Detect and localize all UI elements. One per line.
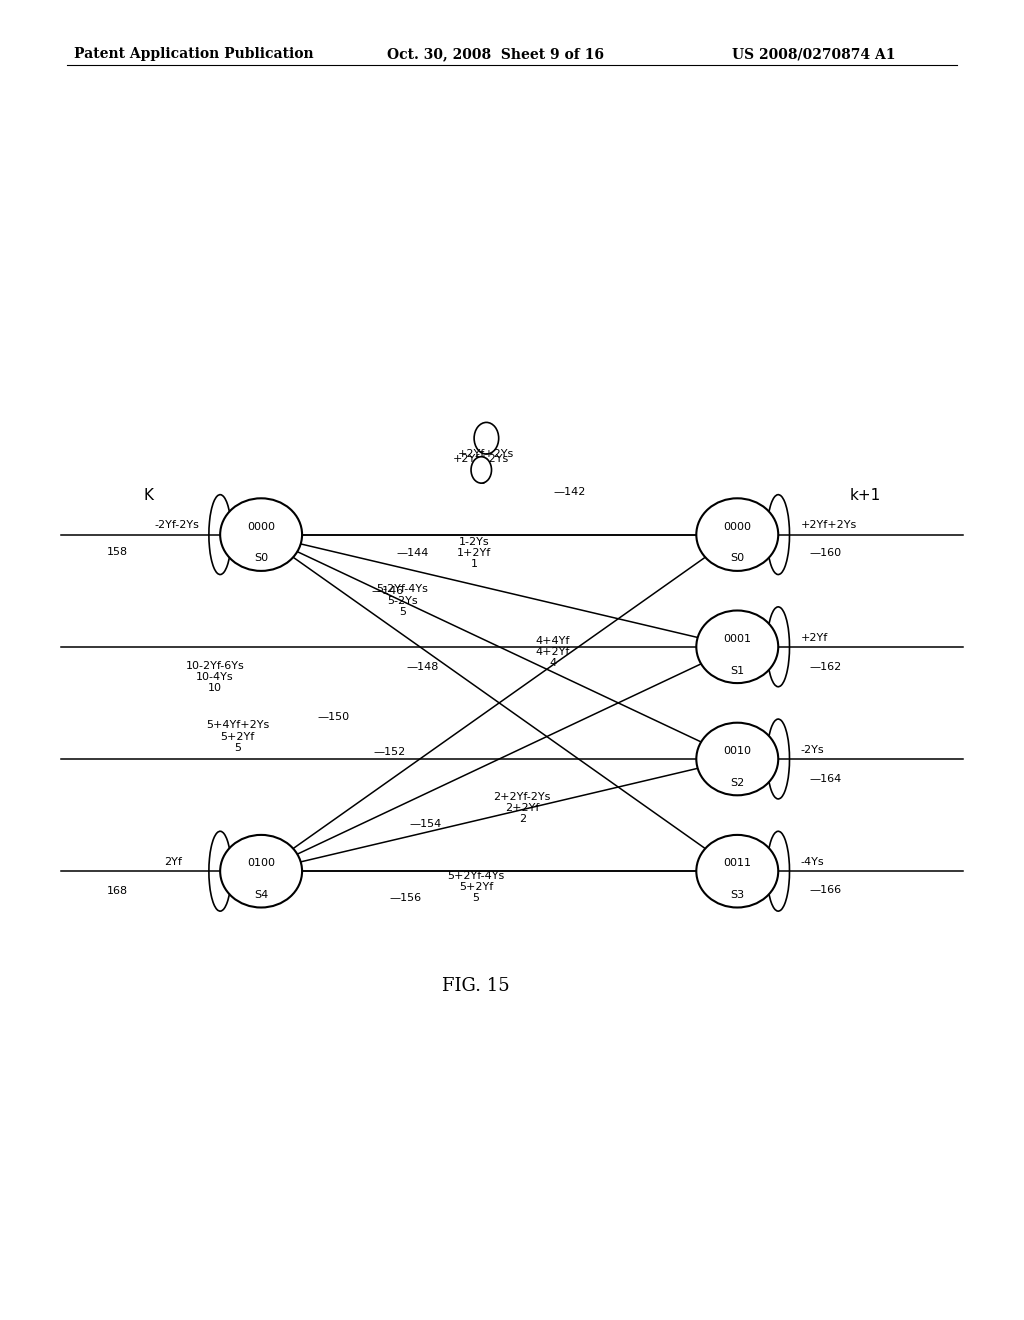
Text: S0: S0 <box>730 553 744 564</box>
Text: —142: —142 <box>553 487 586 498</box>
Ellipse shape <box>220 499 302 572</box>
Text: 0000: 0000 <box>247 521 275 532</box>
Text: —160: —160 <box>809 548 841 558</box>
Text: —152: —152 <box>374 747 406 758</box>
Text: —146: —146 <box>372 586 403 597</box>
Text: 1-2Ys
1+2Yf
1: 1-2Ys 1+2Yf 1 <box>457 537 492 569</box>
Ellipse shape <box>696 610 778 682</box>
Text: S4: S4 <box>254 890 268 900</box>
Text: —148: —148 <box>407 661 439 672</box>
Text: S1: S1 <box>730 665 744 676</box>
Text: 5+2Yf-4Ys
5+2Yf
5: 5+2Yf-4Ys 5+2Yf 5 <box>447 871 505 903</box>
Text: K: K <box>143 487 154 503</box>
Text: 0000: 0000 <box>723 521 752 532</box>
Text: —154: —154 <box>410 818 441 829</box>
Text: 0100: 0100 <box>247 858 275 869</box>
Text: +2Yf: +2Yf <box>801 632 828 643</box>
Text: —166: —166 <box>809 884 841 895</box>
Text: —164: —164 <box>809 774 841 784</box>
Text: S2: S2 <box>730 777 744 788</box>
Text: +2Yf+2Ys: +2Yf+2Ys <box>801 520 857 531</box>
Text: US 2008/0270874 A1: US 2008/0270874 A1 <box>732 48 896 61</box>
Text: 0011: 0011 <box>723 858 752 869</box>
Text: FIG. 15: FIG. 15 <box>442 977 510 995</box>
Text: +2Yf+2Ys: +2Yf+2Ys <box>459 449 514 459</box>
Text: S3: S3 <box>730 890 744 900</box>
Text: 4+4Yf
4+2Yf
4: 4+4Yf 4+2Yf 4 <box>536 636 570 668</box>
Text: 10-2Yf-6Ys
10-4Ys
10: 10-2Yf-6Ys 10-4Ys 10 <box>185 661 245 693</box>
Text: k+1: k+1 <box>850 487 881 503</box>
Circle shape <box>471 457 492 483</box>
Text: -4Ys: -4Ys <box>801 857 824 867</box>
Text: Patent Application Publication: Patent Application Publication <box>74 48 313 61</box>
Text: —144: —144 <box>396 548 429 558</box>
Ellipse shape <box>220 836 302 908</box>
Ellipse shape <box>696 499 778 572</box>
Circle shape <box>474 422 499 454</box>
Text: —156: —156 <box>389 892 421 903</box>
Text: 2Yf: 2Yf <box>165 857 182 867</box>
Text: 158: 158 <box>108 546 128 557</box>
Text: 2+2Yf-2Ys
2+2Yf
2: 2+2Yf-2Ys 2+2Yf 2 <box>494 792 551 824</box>
Text: 5-2Yf-4Ys
5-2Ys
5: 5-2Yf-4Ys 5-2Ys 5 <box>377 585 428 616</box>
Text: —162: —162 <box>809 661 841 672</box>
Text: 0001: 0001 <box>723 634 752 644</box>
Text: 0010: 0010 <box>723 746 752 756</box>
Text: S0: S0 <box>254 553 268 564</box>
Text: —150: —150 <box>317 711 349 722</box>
Text: -2Ys: -2Ys <box>801 744 824 755</box>
Text: 168: 168 <box>108 886 128 896</box>
Ellipse shape <box>696 836 778 908</box>
Ellipse shape <box>696 723 778 795</box>
Text: -2Yf-2Ys: -2Yf-2Ys <box>155 520 200 531</box>
Text: Oct. 30, 2008  Sheet 9 of 16: Oct. 30, 2008 Sheet 9 of 16 <box>387 48 604 61</box>
Text: 5+4Yf+2Ys
5+2Yf
5: 5+4Yf+2Ys 5+2Yf 5 <box>206 721 269 752</box>
Text: +2Yf+2Ys
O
O: +2Yf+2Ys O O <box>454 454 509 486</box>
